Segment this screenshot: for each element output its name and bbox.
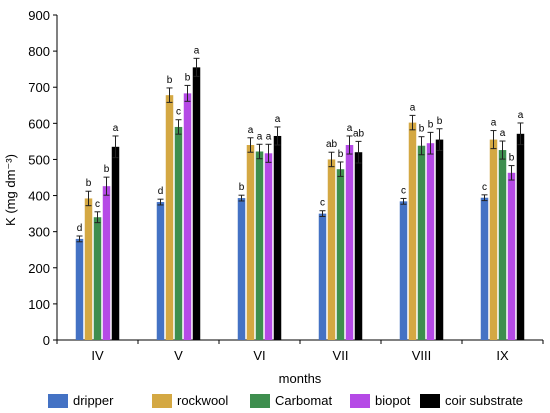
bar	[93, 217, 102, 340]
legend-label: Carbomat	[275, 393, 332, 408]
x-tick-label: VIII	[412, 348, 432, 363]
bar	[435, 139, 444, 340]
bar	[102, 186, 111, 340]
bar	[183, 93, 192, 340]
x-axis-title: months	[279, 371, 322, 386]
legend-label: biopot	[375, 393, 411, 408]
significance-label: a	[500, 128, 506, 139]
legend-swatch	[48, 394, 68, 408]
bar	[354, 152, 363, 340]
bar	[426, 143, 435, 340]
legend-swatch	[250, 394, 270, 408]
bar	[111, 146, 120, 340]
bar	[192, 67, 201, 340]
bar	[264, 153, 273, 340]
significance-label: a	[248, 125, 254, 136]
significance-label: c	[320, 198, 325, 209]
significance-label: ab	[353, 128, 365, 139]
bar	[75, 238, 84, 340]
significance-label: c	[95, 199, 100, 210]
bar	[156, 202, 165, 340]
bar	[336, 169, 345, 340]
bar	[165, 95, 174, 341]
significance-label: b	[86, 178, 92, 189]
bar	[507, 172, 516, 340]
legend-label: rockwool	[177, 393, 228, 408]
bar	[399, 201, 408, 340]
significance-label: b	[437, 116, 443, 127]
significance-label: a	[491, 118, 497, 129]
significance-label: b	[509, 153, 515, 164]
y-tick-label: 0	[43, 333, 50, 348]
bar	[408, 122, 417, 340]
significance-label: b	[428, 119, 434, 130]
legend-item: Carbomat	[250, 393, 332, 408]
y-tick-label: 600	[28, 116, 50, 131]
legend-item: coir substrate	[420, 393, 523, 408]
legend-item: biopot	[350, 393, 411, 408]
legend: dripper rockwool Carbomat biopot coir substr…	[48, 393, 523, 408]
significance-label: c	[482, 182, 487, 193]
y-tick-label: 700	[28, 80, 50, 95]
significance-label: a	[194, 45, 200, 56]
x-tick-label: IV	[91, 348, 104, 363]
x-tick-label: IX	[496, 348, 509, 363]
y-tick-label: 500	[28, 152, 50, 167]
bar	[498, 150, 507, 340]
significance-label: c	[401, 185, 406, 196]
x-tick-label: VII	[333, 348, 349, 363]
bar	[327, 159, 336, 340]
significance-label: d	[158, 186, 164, 197]
significance-label: b	[104, 164, 110, 175]
significance-label: a	[257, 131, 263, 142]
bar	[273, 135, 282, 340]
significance-label: b	[239, 182, 245, 193]
x-tick-label: VI	[253, 348, 265, 363]
significance-label: a	[113, 123, 119, 134]
y-tick-label: 100	[28, 297, 50, 312]
legend-label: coir substrate	[445, 393, 523, 408]
bar	[516, 133, 525, 340]
significance-label: a	[275, 114, 281, 125]
significance-label: b	[185, 72, 191, 83]
significance-label: d	[77, 223, 83, 234]
bar	[417, 145, 426, 340]
significance-label: a	[410, 102, 416, 113]
legend-label: dripper	[73, 393, 114, 408]
y-tick-label: 900	[28, 8, 50, 23]
y-axis-title: K (mg dm⁻³)	[3, 154, 18, 226]
bar	[480, 197, 489, 340]
bar	[255, 151, 264, 340]
significance-label: c	[176, 107, 181, 118]
legend-swatch	[420, 394, 440, 408]
bar	[174, 126, 183, 340]
significance-label: a	[347, 123, 353, 134]
significance-label: ab	[326, 139, 338, 150]
x-axis: IV V VI VII VIII IX	[56, 339, 544, 363]
significance-label: a	[266, 131, 272, 142]
significance-label: a	[518, 110, 524, 121]
y-tick-label: 300	[28, 225, 50, 240]
y-tick-label: 200	[28, 261, 50, 276]
bar	[84, 198, 93, 340]
legend-swatch	[350, 394, 370, 408]
significance-label: b	[167, 75, 173, 86]
bar	[237, 198, 246, 340]
bar	[345, 145, 354, 340]
bar	[489, 139, 498, 340]
y-tick-label: 800	[28, 44, 50, 59]
bar	[318, 213, 327, 340]
y-tick-label: 400	[28, 189, 50, 204]
y-axis: 0 100 200 300 400 500 600 700 800 900	[28, 8, 58, 348]
significance-label: b	[419, 124, 425, 135]
legend-item: rockwool	[152, 393, 228, 408]
significance-label: b	[338, 149, 344, 160]
bar	[246, 145, 255, 340]
legend-item: dripper	[48, 393, 114, 408]
legend-swatch	[152, 394, 172, 408]
x-tick-label: V	[174, 348, 183, 363]
